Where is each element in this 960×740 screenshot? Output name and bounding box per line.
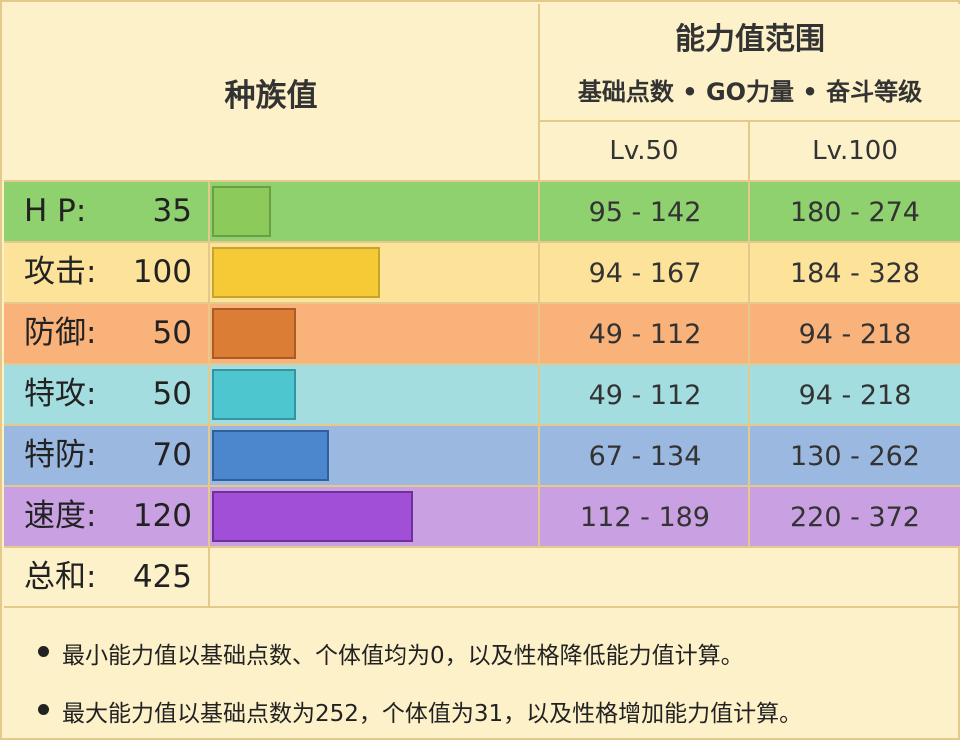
stat-bar — [212, 308, 296, 359]
note-min: 最小能力值以基础点数、个体值均为0，以及性格降低能力值计算。 — [62, 643, 744, 669]
divider — [4, 302, 960, 304]
stat-row: 防御: 50 49 - 112 94 - 218 — [4, 304, 960, 363]
lv100-range: 184 - 328 — [790, 258, 920, 289]
stat-value: 120 — [132, 498, 192, 534]
lv100-range: 220 - 372 — [790, 502, 920, 533]
species-title: 种族值 — [224, 77, 318, 114]
stat-row: 特攻: 50 49 - 112 94 - 218 — [4, 365, 960, 424]
stat-row: 攻击: 100 94 - 167 184 - 328 — [4, 243, 960, 302]
lv100-range: 180 - 274 — [790, 197, 920, 228]
species-header: 种族值 — [4, 4, 538, 180]
divider — [4, 363, 960, 365]
lv50-range: 112 - 189 — [580, 502, 710, 533]
stat-name: H P: — [24, 193, 87, 229]
stat-value: 35 — [152, 193, 192, 229]
divider — [4, 485, 960, 487]
lv50-header: Lv.50 — [540, 122, 748, 180]
stat-name: 特防: — [24, 437, 97, 473]
stat-name: 速度: — [24, 498, 97, 534]
lv100-label: Lv.100 — [812, 136, 898, 166]
stat-name: 特攻: — [24, 376, 97, 412]
stat-bar — [212, 430, 329, 481]
total-value: 425 — [132, 559, 192, 595]
stat-bar — [212, 186, 271, 237]
stat-name: 防御: — [24, 315, 97, 351]
note-max: 最大能力值以基础点数为252，个体值为31，以及性格增加能力值计算。 — [62, 701, 803, 727]
range-header: 能力值范围 基础点数 • GO力量 • 奋斗等级 — [540, 4, 960, 120]
divider — [4, 424, 960, 426]
lv100-header: Lv.100 — [750, 122, 960, 180]
range-title: 能力值范围 — [675, 21, 825, 57]
divider — [4, 606, 960, 608]
stat-row: H P: 35 95 - 142 180 - 274 — [4, 182, 960, 241]
lv50-label: Lv.50 — [609, 136, 679, 166]
stat-bar — [212, 247, 380, 298]
lv50-range: 49 - 112 — [588, 380, 702, 411]
divider — [538, 120, 960, 122]
stat-value: 70 — [152, 437, 192, 473]
divider — [4, 241, 960, 243]
lv100-range: 94 - 218 — [798, 380, 912, 411]
lv50-range: 94 - 167 — [588, 258, 702, 289]
lv50-range: 67 - 134 — [588, 441, 702, 472]
stat-value: 100 — [132, 254, 192, 290]
lv50-range: 49 - 112 — [588, 319, 702, 350]
stat-name: 攻击: — [24, 254, 97, 290]
lv100-range: 130 - 262 — [790, 441, 920, 472]
stat-bar — [212, 491, 413, 542]
stat-value: 50 — [152, 376, 192, 412]
stat-bar — [212, 369, 296, 420]
bullet-icon — [38, 646, 49, 657]
lv100-range: 94 - 218 — [798, 319, 912, 350]
lv50-range: 95 - 142 — [588, 197, 702, 228]
range-subtitle: 基础点数 • GO力量 • 奋斗等级 — [577, 77, 923, 106]
divider — [4, 180, 960, 182]
bullet-icon — [38, 704, 49, 715]
stat-row: 特防: 70 67 - 134 130 - 262 — [4, 426, 960, 485]
stat-value: 50 — [152, 315, 192, 351]
divider — [208, 180, 210, 606]
divider — [538, 4, 540, 546]
divider — [4, 546, 960, 548]
total-label: 总和: — [24, 559, 97, 595]
divider — [748, 120, 750, 546]
total-row: 总和: 425 — [4, 548, 960, 606]
stat-row: 速度: 120 112 - 189 220 - 372 — [4, 487, 960, 546]
